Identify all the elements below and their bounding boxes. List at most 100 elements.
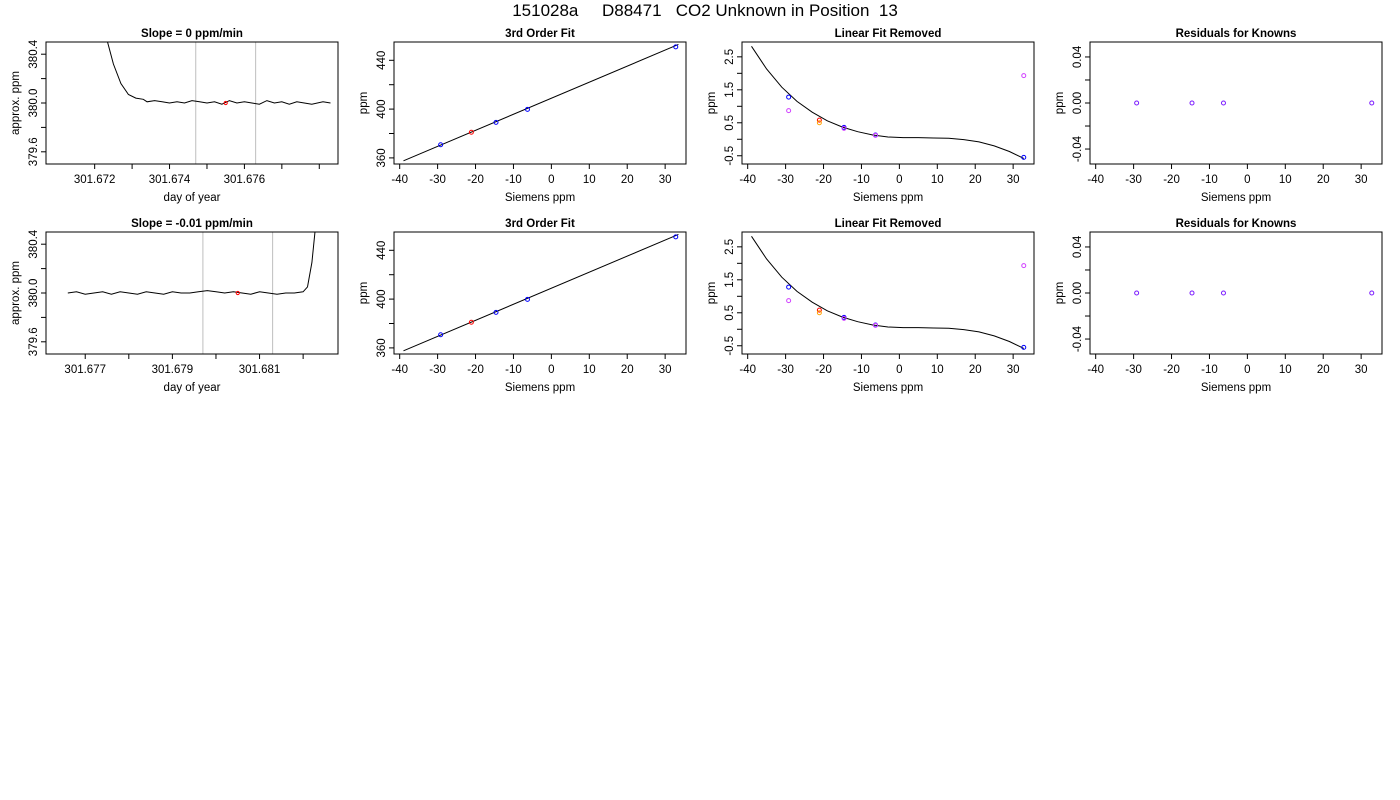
x-tick-label: -20 (467, 364, 484, 376)
x-tick-label: 0 (1244, 174, 1250, 186)
data-point (1369, 100, 1375, 106)
data-point (468, 129, 474, 135)
x-tick-label: -30 (1125, 174, 1142, 186)
plot-frame (1089, 41, 1383, 165)
y-tick-label: -0.5 (724, 146, 736, 166)
chart-panel-6: 3rd Order Fit -40 -30 -20 -10 0 10 20 30 360 400 44… (358, 218, 687, 394)
x-tick-label: 20 (1317, 364, 1330, 376)
y-tick-label: -0.04 (1072, 135, 1084, 162)
series-line (67, 232, 316, 295)
x-tick-label: 10 (1279, 364, 1292, 376)
x-tick-label: 10 (931, 174, 944, 186)
chart-panel-7: Linear Fit Removed -40 -30 -20 -10 0 10 20 30 -0.… (706, 218, 1035, 394)
data-point (673, 234, 679, 240)
chart-panel-5: Slope = -0.01 ppm/min 301.677 301.679 301.6… (10, 218, 339, 394)
data-point (816, 117, 822, 123)
y-axis-label: ppm (1054, 282, 1066, 304)
plot-area (1134, 290, 1375, 296)
plot-frame (741, 41, 1035, 165)
y-axis-label: approx. ppm (10, 71, 22, 135)
plot-frame (45, 41, 339, 165)
plot-frame (1089, 231, 1383, 355)
data-point (468, 319, 474, 325)
x-tick-label: 0 (896, 174, 902, 186)
x-tick-label: -30 (777, 174, 794, 186)
y-axis-label: ppm (1054, 92, 1066, 114)
x-tick-label: 301.681 (239, 364, 281, 376)
panel-title: Slope = -0.01 ppm/min (131, 218, 253, 230)
x-tick-label: -20 (467, 174, 484, 186)
y-tick-label: 0.04 (1072, 235, 1084, 258)
x-tick-label: -40 (391, 364, 408, 376)
data-point (786, 108, 792, 114)
x-tick-label: -20 (1163, 174, 1180, 186)
highlight-point (223, 100, 228, 106)
data-point (673, 44, 679, 50)
data-point (438, 142, 444, 148)
y-tick-label: 380.0 (28, 279, 40, 308)
data-point (786, 94, 792, 100)
x-tick-label: 20 (621, 364, 634, 376)
data-point (1134, 100, 1140, 106)
y-tick-label: 379.6 (28, 137, 40, 166)
y-tick-label: 0.04 (1072, 45, 1084, 68)
y-tick-label: -0.5 (724, 336, 736, 356)
x-tick-label: 30 (659, 364, 672, 376)
data-point (493, 119, 499, 125)
x-tick-label: 10 (583, 174, 596, 186)
plot-area (67, 232, 316, 296)
data-point (872, 132, 878, 138)
data-point (1021, 73, 1027, 79)
data-point (786, 284, 792, 290)
x-tick-label: -20 (1163, 364, 1180, 376)
y-tick-label: 0.5 (724, 115, 736, 131)
x-tick-label: 0 (896, 364, 902, 376)
y-axis-label: ppm (706, 282, 718, 304)
data-point (438, 332, 444, 338)
plot-area (403, 43, 679, 162)
data-point (493, 309, 499, 315)
chart-panel-2: 3rd Order Fit -40 -30 -20 -10 0 10 20 30 360 400 44… (358, 28, 687, 204)
x-tick-label: 30 (1355, 174, 1368, 186)
x-axis-label: Siemens ppm (505, 382, 575, 394)
y-tick-label: 0.5 (724, 305, 736, 321)
panel-title: 3rd Order Fit (505, 28, 575, 40)
x-tick-label: 10 (931, 364, 944, 376)
data-point (524, 296, 530, 302)
y-tick-label: 440 (376, 51, 388, 70)
x-tick-label: -40 (739, 364, 756, 376)
x-tick-label: 301.674 (149, 174, 191, 186)
data-point (1189, 290, 1195, 296)
figure-title: 151028a D88471 CO2 Unknown in Position 1… (512, 1, 898, 20)
panel-title: Residuals for Knowns (1176, 28, 1297, 40)
y-tick-label: 360 (376, 148, 388, 167)
plot-area (751, 46, 1027, 160)
y-tick-label: 0.00 (1072, 92, 1084, 114)
panel-title: Residuals for Knowns (1176, 218, 1297, 230)
plot-frame (393, 41, 687, 165)
chart-panel-8: Residuals for Knowns -40 -30 -20 -10 0 10 20 30 -… (1054, 218, 1383, 394)
plot-area (107, 42, 331, 106)
x-tick-label: 301.679 (152, 364, 194, 376)
fit-line (403, 233, 679, 352)
y-tick-label: 360 (376, 338, 388, 357)
x-tick-label: -10 (505, 364, 522, 376)
chart-panel-3: Linear Fit Removed -40 -30 -20 -10 0 10 20 30 -0.… (706, 28, 1035, 204)
y-tick-label: 400 (376, 100, 388, 119)
data-point (841, 315, 847, 321)
x-tick-label: -40 (1087, 174, 1104, 186)
y-tick-label: 379.6 (28, 327, 40, 356)
data-point (786, 298, 792, 304)
data-point (1189, 100, 1195, 106)
data-point (816, 310, 822, 316)
x-axis-label: Siemens ppm (1201, 192, 1271, 204)
x-tick-label: 301.677 (64, 364, 106, 376)
y-axis-label: ppm (358, 282, 370, 304)
data-point (1021, 154, 1027, 160)
data-point (1220, 290, 1226, 296)
panel-title: Slope = 0 ppm/min (141, 28, 243, 40)
x-tick-label: 30 (1007, 174, 1020, 186)
x-tick-label: 30 (1007, 364, 1020, 376)
x-tick-label: 30 (659, 174, 672, 186)
chart-panel-1: Slope = 0 ppm/min 301.672 301.674 301.676 37… (10, 28, 339, 204)
